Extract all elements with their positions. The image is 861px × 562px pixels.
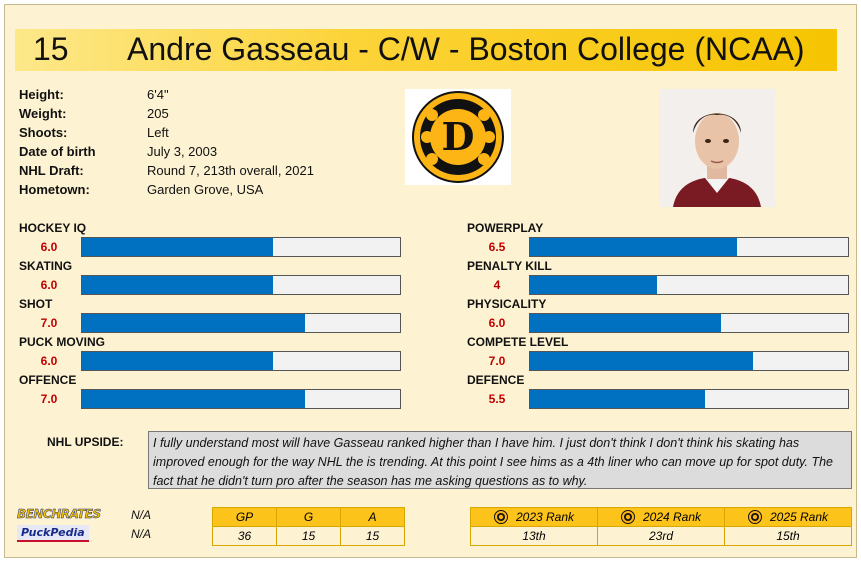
rank-header-2023: 2023 Rank [470,507,598,527]
bio-value-weight: 205 [147,106,169,121]
bio-value-height: 6'4" [147,87,169,102]
skill-bar-fill [82,352,273,370]
skill-value-powerplay: 6.5 [488,240,506,254]
stats-header-a: A [340,507,405,527]
skill-bar-puck-moving [81,351,401,371]
skill-name-penalty-kill: PENALTY KILL [467,259,552,273]
upside-label: NHL UPSIDE: [47,435,124,449]
stats-value-g: 15 [276,526,341,546]
skill-value-skating: 6.0 [40,278,58,292]
skill-bar-physicality [529,313,849,333]
skill-bar-fill [82,314,305,332]
skill-value-physicality: 6.0 [488,316,506,330]
player-title: Andre Gasseau - C/W - Boston College (NC… [127,31,805,67]
na-label-2: N/A [131,527,152,541]
player-card: 15 Andre Gasseau - C/W - Boston College … [4,4,857,558]
player-number: 15 [33,31,69,67]
skill-name-compete-level: COMPETE LEVEL [467,335,569,349]
skill-bar-fill [530,314,721,332]
bio-value-draft: Round 7, 213th overall, 2021 [147,163,314,178]
skill-name-powerplay: POWERPLAY [467,221,544,235]
rank-value-2023: 13th [470,526,598,546]
stats-header-g: G [276,507,341,527]
skill-value-puck-moving: 6.0 [40,354,58,368]
stats-value-a: 15 [340,526,405,546]
stats-header-gp: GP [212,507,277,527]
rank-header-2025: 2025 Rank [724,507,852,527]
skill-bar-fill [82,276,273,294]
skill-value-defence: 5.5 [488,392,506,406]
skill-name-skating: SKATING [19,259,73,273]
bio-value-hometown: Garden Grove, USA [147,182,264,197]
skill-bar-offence [81,389,401,409]
na-label-1: N/A [131,508,152,522]
skill-value-penalty-kill: 4 [493,278,501,292]
skill-bar-hockey-iq [81,237,401,257]
bruins-mini-logo-icon [620,510,635,525]
benchrates-logo: BENCHRATES [17,507,102,522]
ranks-table: 2023 Rank 2024 Rank 2025 Rank 13th 23rd … [470,507,852,546]
skill-value-shot: 7.0 [40,316,58,330]
puckpedia-logo: PuckPedia [17,525,89,542]
rank-value-2025: 15th [724,526,852,546]
skill-bar-defence [529,389,849,409]
bio-label-weight: Weight: [19,106,67,121]
skill-name-physicality: PHYSICALITY [467,297,547,311]
skill-value-hockey-iq: 6.0 [40,240,58,254]
rank-header-2024: 2024 Rank [597,507,725,527]
stats-table: GP G A 36 15 15 [212,507,405,546]
skill-bar-fill [530,238,737,256]
skill-bar-penalty-kill [529,275,849,295]
bruins-mini-logo-icon [747,510,762,525]
skill-bar-skating [81,275,401,295]
skill-bar-shot [81,313,401,333]
bio-label-height: Height: [19,87,64,102]
bio-value-dob: July 3, 2003 [147,144,218,159]
stats-value-gp: 36 [212,526,277,546]
skill-value-compete-level: 7.0 [488,354,506,368]
bruins-mini-logo-icon [493,510,508,525]
bio-label-draft: NHL Draft: [19,163,84,178]
brand-logos: BENCHRATES PuckPedia [17,507,102,547]
bio-value-shoots: Left [147,125,169,140]
skill-name-shot: SHOT [19,297,53,311]
skill-bar-fill [530,390,705,408]
skill-bar-fill [530,276,658,294]
skill-bar-compete-level [529,351,849,371]
skill-name-puck-moving: PUCK MOVING [19,335,106,349]
player-headshot [659,89,775,207]
skill-bar-fill [82,238,273,256]
skill-value-offence: 7.0 [40,392,58,406]
bio-label-shoots: Shoots: [19,125,68,140]
upside-text: I fully understand most will have Gassea… [148,431,852,489]
rank-value-2024: 23rd [597,526,725,546]
svg-text:D: D [442,114,475,159]
bio-label-hometown: Hometown: [19,182,90,197]
skill-name-defence: DEFENCE [467,373,525,387]
header-banner: 15 Andre Gasseau - C/W - Boston College … [15,29,837,71]
bio-label-dob: Date of birth [19,144,96,159]
skill-bar-fill [530,352,753,370]
skill-name-offence: OFFENCE [19,373,77,387]
skill-name-hockey-iq: HOCKEY IQ [19,221,87,235]
skill-bar-fill [82,390,305,408]
bruins-logo-icon: D [405,89,511,185]
skill-bar-powerplay [529,237,849,257]
